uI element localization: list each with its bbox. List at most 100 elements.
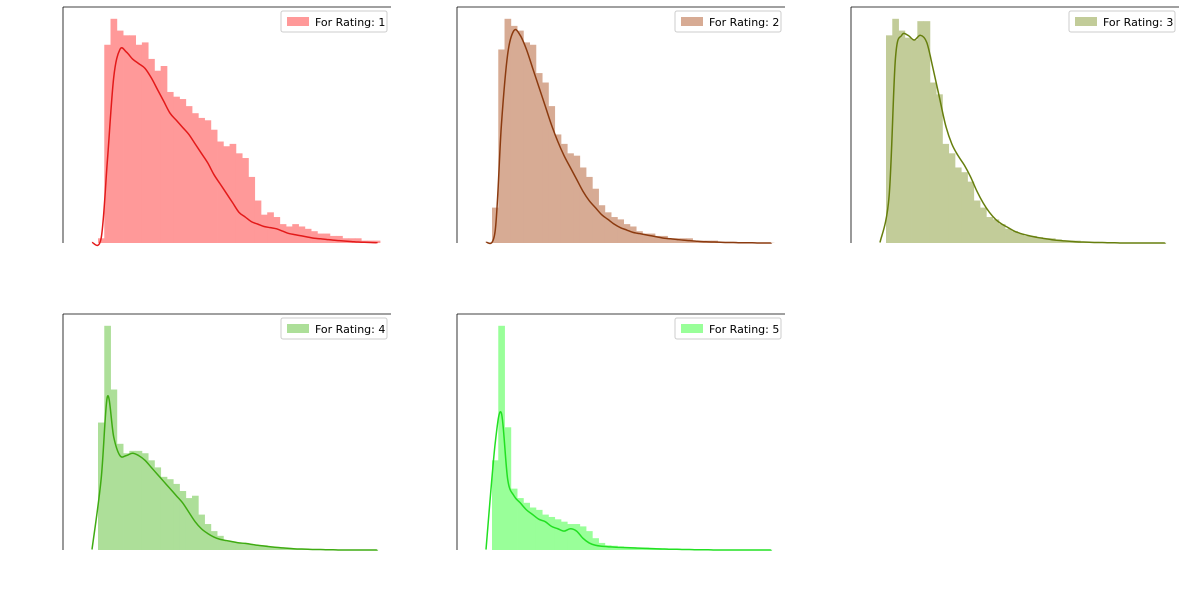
histogram-bar (517, 498, 524, 550)
histogram-bar (592, 188, 599, 243)
histogram-bar (586, 531, 593, 550)
histogram-bar (198, 514, 205, 550)
histogram-bar (611, 217, 618, 243)
histogram-bar (141, 42, 149, 244)
histogram-bar (217, 141, 224, 243)
histogram-bar (1005, 228, 1012, 243)
histogram-bar (135, 44, 143, 244)
subplot-2: For Rating: 2 (456, 6, 785, 245)
legend-swatch (681, 17, 703, 26)
histogram-bar (179, 99, 187, 243)
histogram-bar (498, 325, 505, 550)
histogram-bar (235, 542, 243, 550)
histogram-bar (523, 502, 530, 550)
histogram-bar (204, 120, 212, 243)
histogram-bar (898, 30, 906, 243)
histogram-bar (911, 40, 918, 243)
histogram-bar (348, 238, 356, 243)
histogram-bar (510, 25, 518, 243)
histogram-bar (980, 207, 987, 243)
histogram-bar (604, 545, 612, 550)
histogram-bar (667, 238, 675, 243)
legend-label: For Rating: 3 (1103, 16, 1173, 29)
legend: For Rating: 1 (280, 10, 388, 33)
histogram-bar (148, 58, 155, 243)
panels: For Rating: 1 For Rating: 2 For Rating: 3 F… (62, 6, 1179, 551)
histogram-bar (116, 443, 124, 550)
histogram-bar (110, 389, 118, 550)
histogram-bar (141, 453, 149, 550)
histogram-bar (279, 224, 287, 243)
histogram-bar (542, 82, 549, 244)
histogram-bar (204, 524, 212, 550)
histogram-bar (592, 538, 599, 550)
histogram-bar (223, 540, 230, 550)
histogram-bar (185, 106, 193, 244)
legend-label: For Rating: 1 (315, 16, 385, 29)
histogram-bar (311, 231, 318, 243)
histogram-bar (279, 547, 287, 550)
histogram-bar (185, 498, 193, 550)
histogram-bar (604, 212, 612, 243)
histogram-bar (154, 467, 162, 550)
histogram-bar (573, 155, 581, 243)
legend: For Rating: 5 (674, 317, 782, 340)
subplot-3: For Rating: 3 (850, 6, 1179, 244)
legend: For Rating: 4 (280, 317, 388, 340)
histogram-bar (661, 235, 668, 243)
histogram-bar (986, 217, 993, 243)
histogram-bar (560, 143, 568, 243)
histogram-bar (904, 37, 912, 244)
histogram-bar (154, 70, 162, 243)
histogram-bar (1036, 237, 1044, 243)
subplot-5: For Rating: 5 (456, 313, 785, 551)
histogram-bar (504, 427, 512, 550)
histogram-bar (254, 200, 262, 243)
legend-swatch (681, 324, 703, 333)
histogram-bar (573, 524, 581, 550)
histogram-bar (173, 483, 180, 550)
histogram-bars (492, 325, 731, 550)
kde-line (91, 47, 379, 247)
histogram-bar (123, 35, 130, 243)
histogram-bar (260, 545, 268, 550)
histogram-bars (98, 18, 381, 244)
histogram-bar (673, 238, 681, 243)
histogram-bar (267, 546, 274, 550)
histogram-bar (529, 507, 537, 550)
histogram-bar (110, 18, 118, 243)
histogram-bar (1023, 235, 1031, 243)
histogram-bar (623, 546, 631, 550)
histogram-bar (298, 226, 306, 243)
histogram-bar (210, 129, 218, 243)
legend-swatch (287, 324, 309, 333)
histogram-bar (517, 30, 524, 243)
histogram-bar (242, 542, 249, 550)
histogram-bar (636, 231, 643, 243)
kde-line (879, 32, 1167, 244)
histogram-bar (129, 35, 136, 243)
legend-label: For Rating: 5 (709, 323, 779, 336)
histogram-bar (998, 224, 1006, 243)
histogram-bar (892, 18, 899, 243)
histogram-bar (304, 228, 312, 243)
histogram-bar (179, 491, 187, 550)
kde-line (485, 411, 773, 551)
histogram-bar (523, 42, 530, 244)
histogram-bar (292, 224, 299, 243)
legend-label: For Rating: 4 (315, 323, 385, 336)
histogram-bar (166, 91, 174, 244)
legend-box (674, 317, 782, 340)
histogram-bar (242, 158, 249, 243)
histogram-bar (166, 479, 174, 550)
histogram-bar (617, 546, 624, 550)
histogram-bar (554, 134, 562, 243)
histogram-bars (98, 325, 350, 550)
histogram-bar (248, 176, 256, 243)
histogram-bar (529, 44, 537, 244)
histogram-bar (173, 96, 180, 244)
histogram-bar (560, 521, 568, 550)
histogram-bar (354, 238, 362, 243)
histogram-bar (492, 460, 499, 550)
